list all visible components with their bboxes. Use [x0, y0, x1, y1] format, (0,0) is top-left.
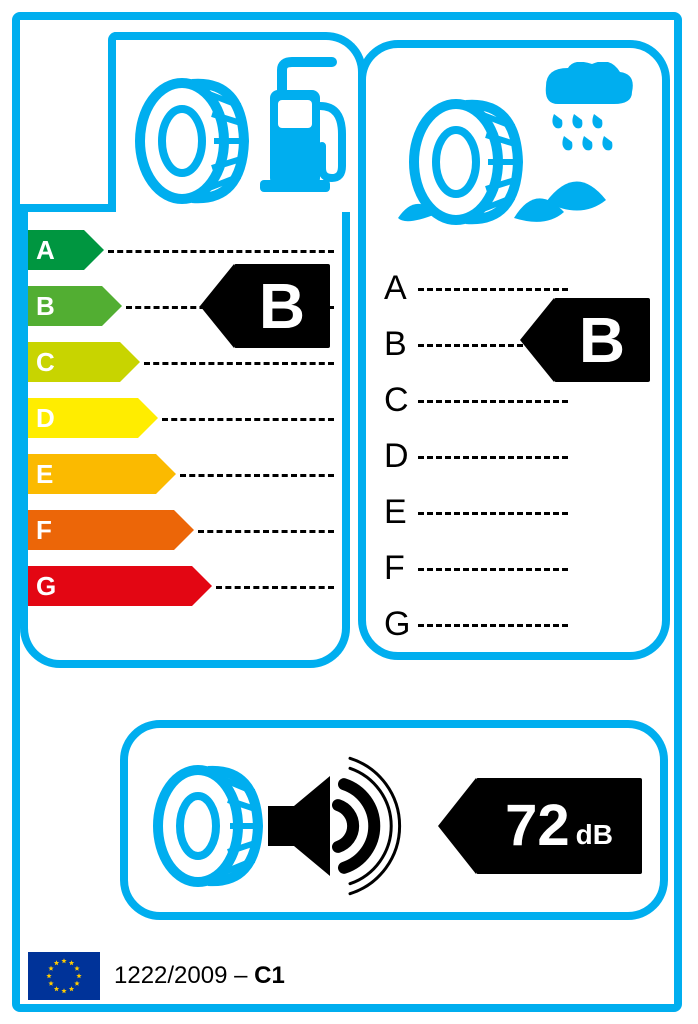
regulation-number: 1222/2009 [114, 962, 227, 989]
wet-grade-label: G [384, 605, 418, 644]
fuel-grade-row: F [28, 510, 342, 558]
wet-grade-label: B [384, 325, 418, 364]
regulation-sep: – [227, 962, 254, 989]
wet-grade-dash [418, 568, 568, 571]
fuel-grade-row: E [28, 454, 342, 502]
wet-panel: ABCDEFG B [358, 40, 670, 660]
noise-value: 72 [505, 778, 570, 874]
fuel-grade-row: C [28, 342, 342, 390]
fuel-grade-dash [162, 418, 334, 421]
fuel-grade-bar-c: C [28, 342, 120, 382]
eu-flag-icon [28, 952, 100, 1000]
wet-grade-label: C [384, 381, 418, 420]
fuel-notch-border [20, 204, 116, 212]
fuel-grade-label: F [36, 515, 52, 546]
regulation-text: 1222/2009 – C1 [114, 962, 285, 990]
fuel-grade-bar-g: G [28, 566, 192, 606]
fuel-grade-label: A [36, 235, 55, 266]
wet-grade-dash [418, 512, 568, 515]
wet-grade-row: F [384, 544, 568, 592]
fuel-rating-badge: B [234, 264, 330, 348]
wet-grade-label: F [384, 549, 418, 588]
fuel-grade-label: C [36, 347, 55, 378]
wet-grade-dash [418, 624, 568, 627]
noise-badge: 72 dB [476, 778, 642, 874]
fuel-grade-bar-d: D [28, 398, 138, 438]
wet-grade-dash [418, 400, 568, 403]
fuel-grade-bar-e: E [28, 454, 156, 494]
fuel-grade-label: E [36, 459, 53, 490]
wet-grade-dash [418, 288, 568, 291]
fuel-grade-bar-f: F [28, 510, 174, 550]
wet-grade-dash [418, 456, 568, 459]
wet-rating-badge: B [554, 298, 650, 382]
footer: 1222/2009 – C1 [28, 952, 285, 1000]
fuel-grade-label: G [36, 571, 56, 602]
fuel-grade-bar-a: A [28, 230, 84, 270]
fuel-grade-dash [180, 474, 334, 477]
wet-icon [396, 62, 636, 232]
wet-grade-label: E [384, 493, 418, 532]
fuel-body: ABCDEFG B [20, 212, 350, 668]
fuel-grade-label: B [36, 291, 55, 322]
fuel-grade-row: D [28, 398, 342, 446]
wet-grade-row: C [384, 376, 568, 424]
fuel-grade-dash [198, 530, 334, 533]
fuel-header [108, 32, 366, 212]
wet-grade-label: D [384, 437, 418, 476]
fuel-grade-bar-b: B [28, 286, 102, 326]
fuel-grade-dash [108, 250, 334, 253]
wet-rating-value: B [579, 303, 625, 377]
noise-icon [146, 748, 466, 898]
noise-panel: 72 dB [120, 720, 668, 920]
wet-grade-row: E [384, 488, 568, 536]
wet-grade-label: A [384, 269, 418, 308]
wet-grade-row: G [384, 600, 568, 648]
regulation-class: C1 [254, 962, 285, 989]
noise-unit: dB [576, 801, 613, 851]
fuel-grade-row: G [28, 566, 342, 614]
fuel-grade-dash [216, 586, 334, 589]
fuel-grade-label: D [36, 403, 55, 434]
fuel-rating-value: B [259, 269, 305, 343]
fuel-icon [132, 56, 352, 206]
wet-grade-row: D [384, 432, 568, 480]
fuel-grade-dash [144, 362, 334, 365]
